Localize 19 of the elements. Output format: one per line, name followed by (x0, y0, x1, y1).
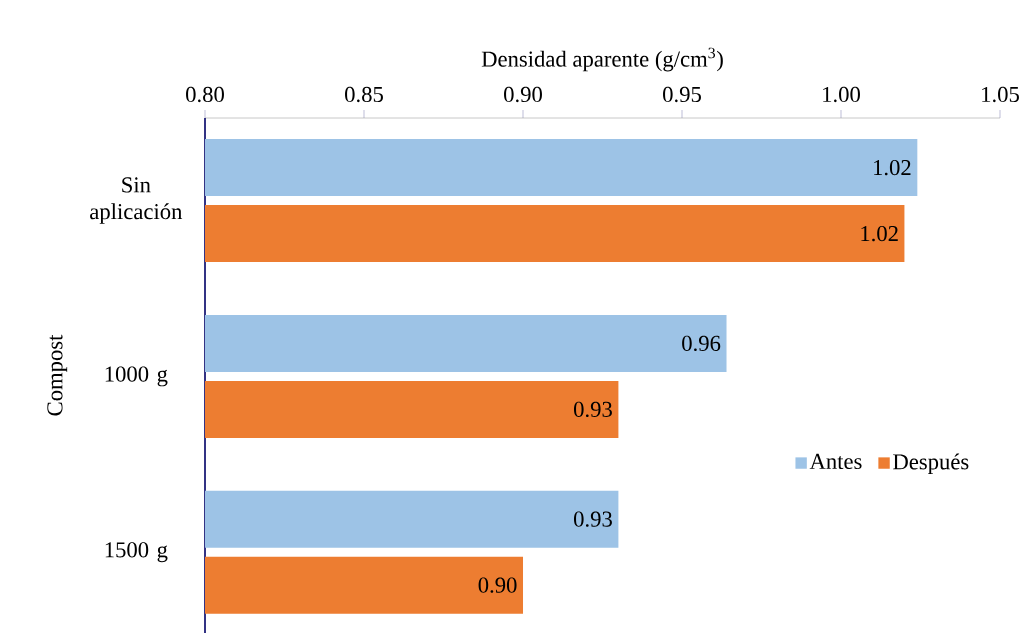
data-label: 1.02 (874, 159, 911, 176)
x-tick-label: 0.95 (663, 86, 701, 103)
y-tick-label: 1500 g (105, 542, 168, 563)
x-tick-label: 0.90 (504, 86, 542, 103)
data-label: 0.90 (478, 577, 517, 593)
x-tick-label: 0.80 (186, 86, 224, 103)
x-axis-title: Densidad aparente (g/cm$^{3}$) (481, 47, 723, 72)
legend-label: Antes (809, 453, 862, 470)
y-tick-label: Sin aplicación (90, 177, 183, 224)
data-label: 0.96 (682, 335, 721, 352)
legend-label: Después (893, 453, 969, 475)
y-tick-label: 1000 g (105, 366, 168, 387)
y-axis-title: Compost (47, 334, 68, 416)
x-tick-label: 0.85 (345, 86, 383, 103)
x-tick-label: 1.05 (982, 86, 1019, 103)
x-tick-label: 1.00 (823, 86, 860, 103)
data-label: 1.02 (861, 225, 898, 242)
data-label: 0.93 (573, 511, 612, 527)
data-label: 0.93 (573, 401, 612, 418)
